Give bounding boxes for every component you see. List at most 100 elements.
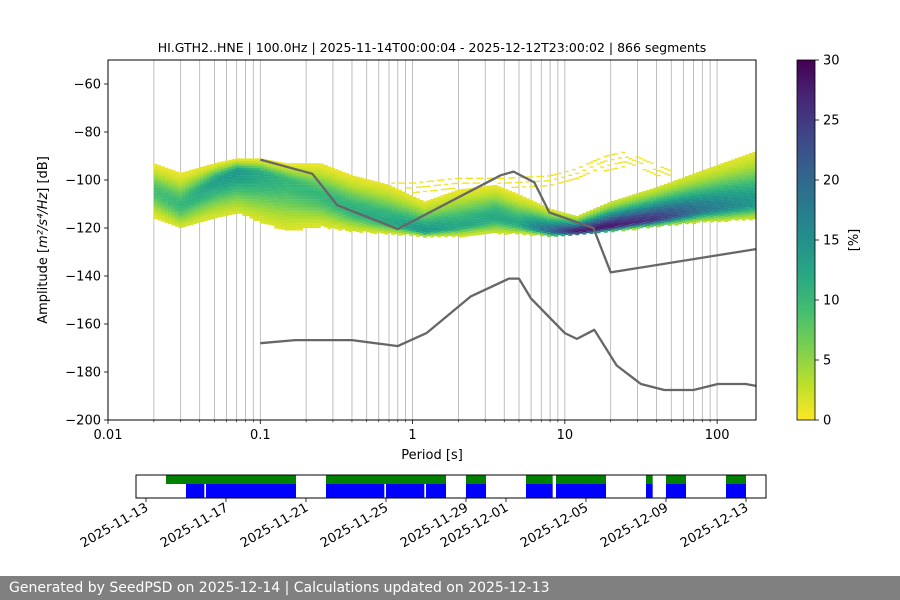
psd-density-cell	[706, 173, 711, 176]
psd-density-cell	[288, 177, 293, 181]
psd-density-cell	[741, 174, 746, 178]
psd-density-cell	[345, 182, 350, 186]
available-data-segment	[556, 475, 606, 484]
psd-density-cell	[724, 193, 729, 196]
psd-density-cell	[175, 193, 180, 196]
psd-density-cell	[717, 178, 721, 182]
psd-density-cell	[695, 186, 700, 190]
psd-density-cell	[366, 198, 371, 202]
psd-density-cell	[720, 199, 725, 202]
psd-density-cell	[444, 225, 449, 228]
timeline-bars	[166, 475, 746, 498]
psd-density-cell	[727, 160, 732, 164]
psd-density-cell	[433, 219, 438, 222]
psd-density-cell	[621, 224, 626, 227]
psd-density-cell	[295, 182, 300, 185]
psd-sparse-cell	[550, 174, 555, 176]
psd-density-cell	[313, 165, 318, 169]
psd-density-cell	[345, 199, 350, 203]
psd-density-cell	[291, 172, 296, 176]
psd-density-cell	[401, 194, 406, 197]
psd-density-cell	[355, 229, 360, 232]
psd-density-cell	[238, 168, 243, 171]
psd-density-cell	[699, 214, 704, 217]
psd-density-cell	[688, 220, 693, 223]
psd-density-cell	[688, 210, 693, 214]
psd-density-cell	[171, 186, 176, 190]
psd-sparse-cell	[430, 189, 435, 192]
psd-density-cell	[242, 206, 247, 209]
psd-density-cell	[249, 168, 254, 171]
psd-density-cell	[699, 202, 704, 205]
psd-density-cell	[338, 180, 342, 183]
psd-density-cell	[306, 163, 311, 166]
psd-density-cell	[745, 207, 750, 210]
psd-density-cell	[589, 231, 594, 234]
psd-density-cell	[210, 166, 215, 169]
psd-density-cell	[394, 229, 399, 232]
psd-density-cell	[465, 217, 470, 220]
psd-density-cell	[532, 208, 537, 212]
psd-density-cell	[515, 207, 520, 211]
psd-density-cell	[748, 215, 753, 219]
psd-density-cell	[674, 215, 679, 219]
psd-density-cell	[157, 179, 162, 183]
psd-density-cell	[394, 190, 399, 194]
psd-density-cell	[724, 219, 729, 223]
psd-density-cell	[646, 199, 651, 202]
psd-density-cell	[224, 175, 229, 178]
psd-density-cell	[688, 196, 693, 199]
psd-sparse-cell	[561, 181, 566, 183]
psd-density-cell	[525, 215, 530, 218]
psd-density-cell	[391, 198, 396, 202]
psd-density-cell	[199, 190, 204, 194]
psd-density-cell	[320, 182, 325, 186]
psd-density-cell	[260, 201, 265, 205]
psd-density-cell	[423, 218, 427, 221]
psd-sparse-cell	[529, 176, 534, 178]
psd-density-cell	[217, 207, 222, 211]
psd-density-cell	[284, 184, 289, 188]
psd-density-cell	[462, 200, 466, 204]
psd-density-cell	[522, 215, 527, 219]
psd-density-cell	[405, 217, 410, 220]
psd-density-cell	[394, 207, 399, 211]
psd-sparse-cell	[635, 161, 640, 163]
psd-density-cell	[727, 215, 732, 219]
psd-density-cell	[270, 182, 275, 185]
psd-density-cell	[384, 227, 389, 230]
psd-density-cell	[440, 228, 445, 232]
psd-density-cell	[260, 165, 265, 169]
psd-density-cell	[596, 221, 601, 224]
psd-density-cell	[348, 196, 353, 199]
psd-density-cell	[224, 182, 229, 185]
psd-density-cell	[699, 206, 704, 210]
psd-density-cell	[348, 210, 353, 214]
psd-density-cell	[231, 190, 236, 193]
psd-density-cell	[529, 204, 534, 208]
psd-density-cell	[681, 218, 686, 221]
psd-density-cell	[727, 218, 732, 221]
colorbar-tick-label: 0	[823, 414, 831, 429]
psd-density-cell	[299, 208, 304, 212]
psd-density-cell	[529, 199, 534, 203]
psd-density-cell	[274, 197, 279, 200]
psd-density-cell	[295, 172, 300, 176]
colorbar-tick-label: 25	[823, 114, 840, 129]
psd-density-cell	[412, 220, 417, 224]
psd-density-cell	[380, 197, 385, 200]
psd-density-cell	[667, 199, 672, 202]
timeline-tick-label: 2025-11-13	[78, 500, 151, 551]
psd-density-cell	[479, 198, 484, 202]
psd-density-cell	[614, 204, 619, 208]
psd-density-cell	[635, 219, 640, 223]
psd-density-cell	[748, 189, 753, 192]
psd-density-cell	[720, 216, 725, 219]
psd-density-cell	[362, 190, 367, 193]
psd-density-cell	[217, 190, 222, 194]
psd-density-cell	[500, 214, 505, 217]
psd-density-cell	[653, 197, 658, 200]
psd-density-cell	[479, 201, 484, 204]
psd-density-cell	[596, 223, 601, 227]
psd-density-cell	[348, 181, 353, 185]
